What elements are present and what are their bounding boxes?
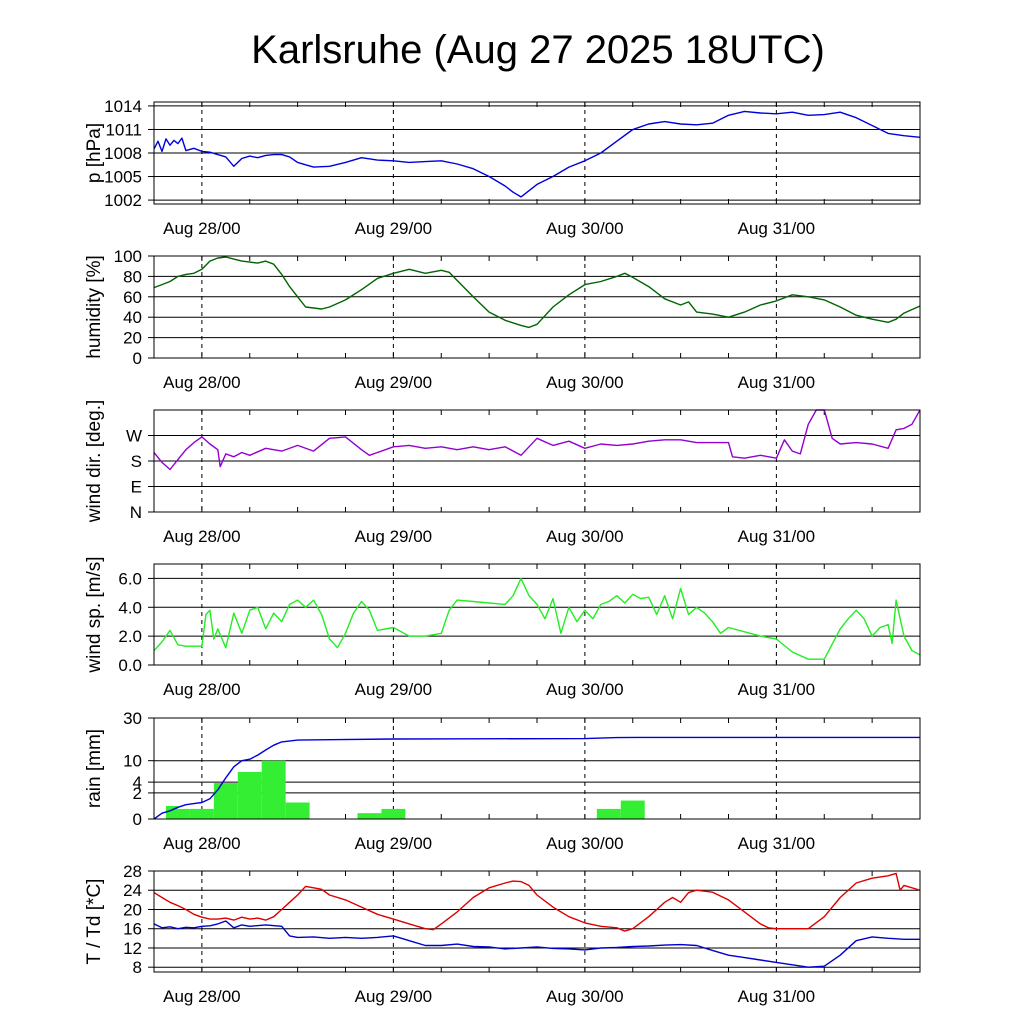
x-tick-label: Aug 31/00 <box>738 987 816 1006</box>
x-tick-label: Aug 28/00 <box>163 219 241 238</box>
y-tick-label: 28 <box>123 862 142 881</box>
series-line-wind_speed <box>154 577 920 660</box>
y-tick-label: W <box>126 427 142 446</box>
rain-bar <box>213 783 238 819</box>
x-tick-label: Aug 31/00 <box>738 834 816 853</box>
plot-frame <box>153 563 921 666</box>
x-tick-label: Aug 29/00 <box>355 987 433 1006</box>
y-tick-label: 1002 <box>104 191 142 210</box>
x-tick-label: Aug 29/00 <box>355 527 433 546</box>
rain-bar <box>285 802 310 819</box>
y-axis-label: humidity [%] <box>84 255 105 358</box>
x-tick-label: Aug 31/00 <box>738 219 816 238</box>
y-tick-label: 40 <box>123 308 142 327</box>
x-tick-label: Aug 29/00 <box>355 834 433 853</box>
y-tick-label: 8 <box>133 958 142 977</box>
series-line-humidity <box>154 256 920 329</box>
y-tick-label: 30 <box>123 709 142 728</box>
y-tick-label: 6.0 <box>118 569 142 588</box>
y-axis-label: wind dir. [deg.] <box>84 400 105 524</box>
plot-frame <box>153 409 921 513</box>
y-tick-label: 2.0 <box>118 627 142 646</box>
y-tick-label: 1014 <box>104 97 142 116</box>
y-tick-label: S <box>131 452 142 471</box>
y-tick-label: 60 <box>123 288 142 307</box>
x-tick-label: Aug 29/00 <box>355 680 433 699</box>
y-tick-label: N <box>130 503 142 522</box>
x-tick-label: Aug 28/00 <box>163 527 241 546</box>
panel-4: 0.0 2.0 4.0 6.0 Aug 28/00 Aug 29/00 Aug 30/00 A… <box>84 556 921 699</box>
y-tick-label: 10 <box>123 752 142 771</box>
rain-bar <box>596 808 621 819</box>
series-line-temperature <box>154 872 920 932</box>
x-tick-label: Aug 28/00 <box>163 373 241 392</box>
y-tick-label: 20 <box>123 329 142 348</box>
series-line-rain_accum <box>154 736 920 820</box>
y-tick-label: 20 <box>123 900 142 919</box>
y-tick-label: 2 <box>133 784 142 803</box>
rain-bar <box>237 771 262 819</box>
y-tick-label: 80 <box>123 267 142 286</box>
y-tick-label: 1005 <box>104 168 142 187</box>
rain-bar <box>620 800 645 819</box>
y-tick-label: 12 <box>123 939 142 958</box>
y-axis-label: wind sp. [m/s] <box>84 556 105 673</box>
x-tick-label: Aug 30/00 <box>546 680 624 699</box>
y-tick-label: 24 <box>123 881 142 900</box>
y-axis-label: rain [mm] <box>84 729 105 808</box>
x-tick-label: Aug 30/00 <box>546 373 624 392</box>
plot-frame <box>153 255 921 359</box>
series-line-dewpoint <box>154 920 920 968</box>
plot-frame <box>153 101 921 205</box>
y-tick-label: 100 <box>114 247 142 266</box>
x-tick-label: Aug 31/00 <box>738 527 816 546</box>
series-line-wind_dir <box>154 409 920 471</box>
rain-bar <box>189 808 214 819</box>
y-axis-label: T / Td [*C] <box>84 879 105 965</box>
plot-frame <box>153 717 921 820</box>
panel-1: 1002 1005 1008 1011 1014 Aug 28/00 Aug 29/00 Au… <box>84 97 921 238</box>
x-tick-label: Aug 30/00 <box>546 527 624 546</box>
rain-bars <box>165 760 645 819</box>
series-line-pressure <box>154 110 920 198</box>
y-tick-label: 0 <box>133 810 142 829</box>
rain-bar <box>381 808 406 819</box>
x-tick-label: Aug 28/00 <box>163 834 241 853</box>
x-tick-label: Aug 29/00 <box>355 373 433 392</box>
y-tick-label: E <box>131 478 142 497</box>
x-tick-label: Aug 31/00 <box>738 680 816 699</box>
rain-bar <box>261 760 286 819</box>
y-tick-label: 4 <box>133 773 142 792</box>
rain-bar <box>165 805 178 819</box>
x-tick-label: Aug 30/00 <box>546 987 624 1006</box>
y-axis-label: p [hPa] <box>84 123 105 183</box>
x-tick-label: Aug 30/00 <box>546 219 624 238</box>
x-tick-label: Aug 31/00 <box>738 373 816 392</box>
x-tick-label: Aug 28/00 <box>163 680 241 699</box>
x-tick-label: Aug 30/00 <box>546 834 624 853</box>
y-tick-label: 0.0 <box>118 656 142 675</box>
y-tick-label: 0 <box>133 349 142 368</box>
panel-5: 0 24 10 30 Aug 28/00 Aug 29/00 Aug 30/00 Aug 31… <box>84 709 921 853</box>
y-tick-label: 4.0 <box>118 598 142 617</box>
x-tick-label: Aug 29/00 <box>355 219 433 238</box>
y-tick-label: 1011 <box>105 120 142 139</box>
rain-bar <box>357 813 382 819</box>
plot-frame <box>153 870 921 973</box>
y-tick-label: 1008 <box>104 144 142 163</box>
chart-title: Karlsruhe (Aug 27 2025 18UTC) <box>251 28 825 72</box>
y-tick-label: 16 <box>123 920 142 939</box>
rain-bar <box>177 808 190 819</box>
x-tick-label: Aug 28/00 <box>163 987 241 1006</box>
